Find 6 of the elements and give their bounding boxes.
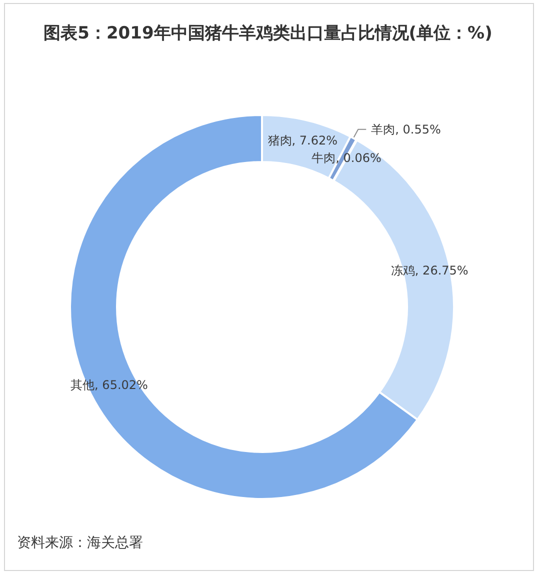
chart-title: 图表5：2019年中国猪牛羊鸡类出口量占比情况(单位：%) [44,24,492,44]
slice-label: 牛肉, 0.06% [312,150,382,165]
slice-label: 冻鸡, 26.75% [390,264,468,278]
text: 资料来源：海关总署 [17,535,143,551]
slice-label: 猪肉, 7.62% [268,133,338,148]
slice-label: 羊肉, 0.55% [371,122,441,136]
